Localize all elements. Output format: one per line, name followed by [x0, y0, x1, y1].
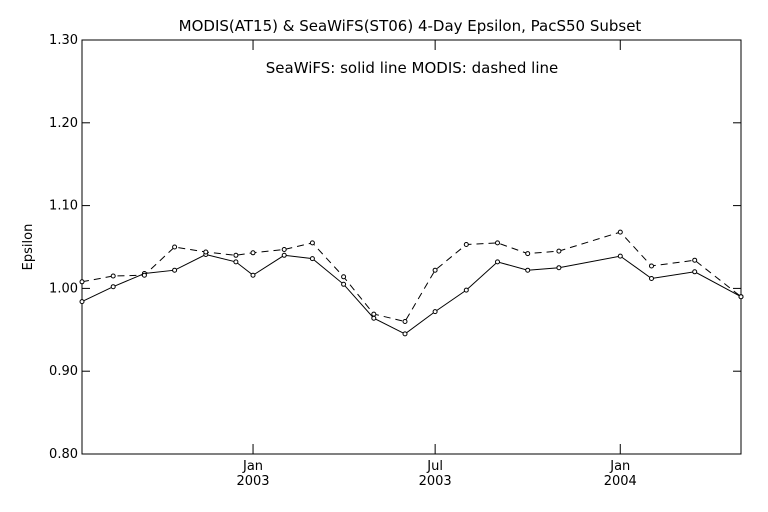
x-tick-label-month: Jan [609, 459, 630, 474]
data-point-marker [341, 274, 347, 280]
data-point-marker [172, 267, 178, 273]
y-tick-label: 0.80 [49, 447, 78, 462]
data-point-marker [79, 299, 85, 305]
data-point-marker [141, 272, 147, 278]
data-point-marker [371, 311, 377, 317]
data-point-marker [617, 229, 623, 235]
data-point-marker [525, 251, 531, 257]
data-point-marker [371, 315, 377, 321]
data-point-marker [556, 265, 562, 271]
x-tick-label-year: 2003 [236, 474, 269, 489]
data-point-marker [463, 287, 469, 293]
data-point-marker [281, 247, 287, 252]
data-point-marker [556, 248, 562, 254]
data-point-marker [309, 240, 315, 246]
data-point-marker [250, 272, 256, 278]
data-point-marker [495, 259, 500, 265]
y-tick-label: 1.00 [49, 281, 78, 296]
data-point-marker [203, 249, 209, 255]
data-point-marker [432, 309, 438, 315]
y-tick-label: 1.10 [49, 199, 78, 214]
y-tick-label: 1.30 [49, 33, 78, 48]
series-layer [79, 229, 744, 337]
data-point-marker [649, 276, 654, 281]
y-axis-ticks: 0.80 0.90 1.00 1.10 1.20 1.30 [49, 33, 741, 462]
seawifs-series [79, 252, 744, 337]
y-tick-label: 1.20 [49, 116, 78, 131]
data-point-marker [110, 284, 116, 290]
data-point-marker [402, 319, 408, 324]
x-tick-label-year: 2003 [419, 474, 452, 489]
data-point-marker [495, 240, 500, 246]
plot-frame [81, 39, 742, 455]
chart-title: MODIS(AT15) & SeaWiFS(ST06) 4-Day Epsilo… [179, 17, 642, 35]
data-point-marker [172, 244, 178, 250]
modis-series [79, 229, 744, 324]
data-point-marker [649, 263, 654, 269]
y-axis-label: Epsilon [21, 224, 36, 271]
x-tick-label-month: Jul [426, 459, 443, 474]
data-point-marker [233, 259, 239, 265]
modis-dashed-line [81, 231, 742, 323]
data-point-marker [463, 242, 469, 247]
y-tick-label: 0.90 [49, 364, 78, 379]
data-point-marker [250, 250, 256, 256]
series-style-annotation: SeaWiFS: solid line MODIS: dashed line [266, 59, 558, 77]
data-point-marker [617, 253, 623, 259]
x-tick-label-month: Jan [242, 459, 263, 474]
data-point-marker [341, 281, 347, 287]
data-point-marker [432, 267, 438, 273]
x-tick-label-year: 2004 [604, 474, 637, 489]
data-point-marker [402, 331, 408, 337]
seawifs-solid-line [81, 253, 742, 335]
data-point-marker [233, 252, 239, 258]
data-point-marker [692, 257, 698, 263]
data-point-marker [692, 269, 698, 275]
data-point-marker [110, 273, 116, 279]
data-point-marker [738, 294, 744, 300]
data-point-marker [525, 267, 531, 273]
data-point-marker [281, 252, 287, 258]
data-point-marker [309, 256, 315, 262]
data-point-marker [79, 279, 85, 285]
